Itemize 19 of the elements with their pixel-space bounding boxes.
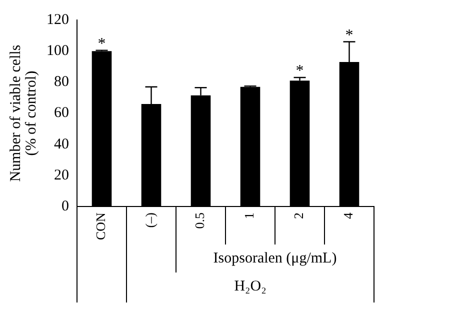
y-tick-label: 0 — [62, 198, 69, 214]
x-tick-label: 4 — [340, 212, 356, 220]
x-axis-title: Isopsoralen (μg/mL) — [213, 250, 337, 266]
x-tick-label: 2 — [291, 212, 306, 220]
y-tick-label: 120 — [46, 12, 69, 28]
data-label: * — [345, 26, 354, 44]
y-axis-title: Number of viable cells (% of control) — [8, 44, 40, 182]
x-tick-label: CON — [93, 212, 108, 240]
x-tick-label: (–) — [142, 212, 158, 228]
y-tick-label: 100 — [46, 43, 69, 60]
x-tick-label: 1 — [242, 212, 257, 220]
y-tick-label: 60 — [54, 105, 69, 122]
y-tick-label: 20 — [54, 167, 69, 184]
data-label: * — [98, 36, 106, 53]
text: H₂O₂ — [234, 278, 266, 294]
data-label: * — [296, 62, 304, 80]
x-tick-label: 0.5 — [192, 212, 208, 229]
y-tick-label: 80 — [54, 74, 69, 90]
y-tick-label: 40 — [54, 136, 69, 152]
